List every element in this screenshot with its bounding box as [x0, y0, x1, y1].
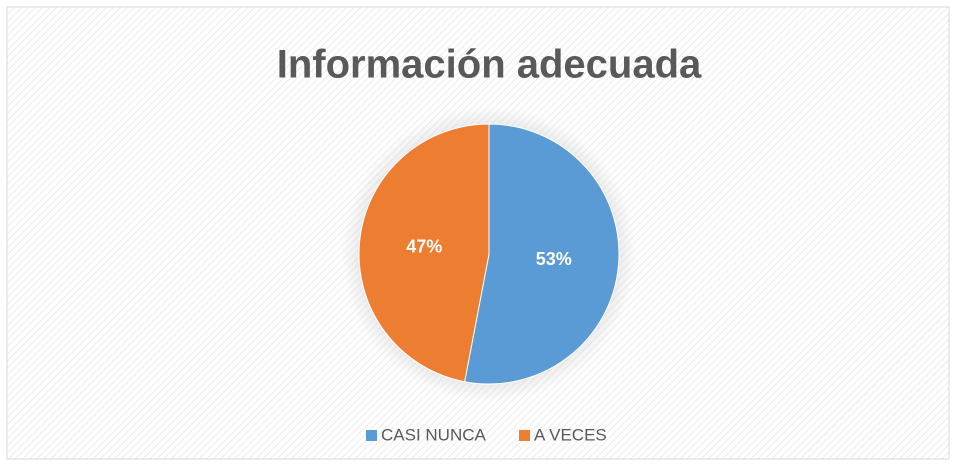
legend-swatch [366, 430, 377, 441]
data-label: 53% [536, 249, 572, 269]
pie-slice [358, 123, 490, 383]
legend-label: A VECES [534, 425, 607, 444]
data-label: 47% [406, 237, 442, 257]
pie-slice [464, 123, 620, 385]
chart-title: Información adecuada [277, 43, 702, 87]
legend-swatch [519, 430, 530, 441]
legend-label: CASI NUNCA [381, 425, 487, 444]
